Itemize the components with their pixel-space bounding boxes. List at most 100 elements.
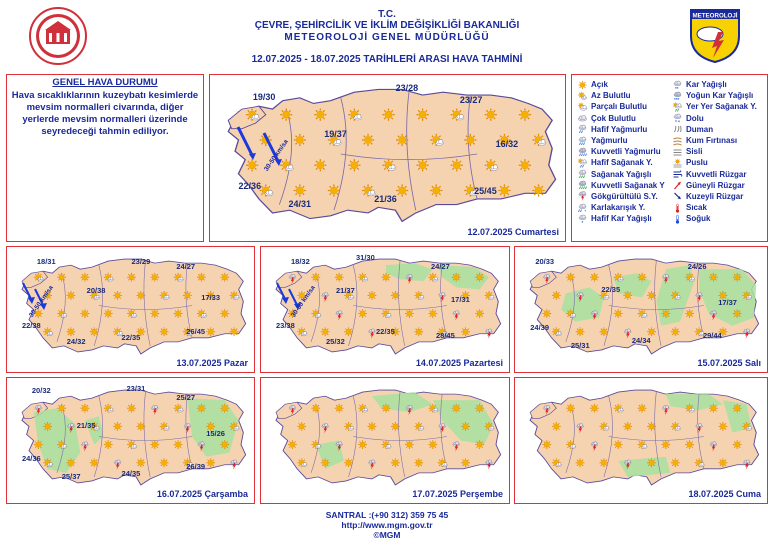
sun-icon [708,272,718,282]
sun-cloud-icon [43,327,54,337]
sun-icon [344,458,353,468]
footer-phone: SANTRAL :(+90 312) 359 75 45 [325,510,449,520]
sun-cloud-icon [103,403,114,413]
sun-cloud-icon [57,440,68,449]
svg-text:**: ** [675,85,679,89]
thunderstorm-icon [662,274,670,285]
sun-cloud-icon [127,309,137,318]
temperature-label: 23/31 [126,384,146,394]
sun-cloud-icon [358,403,369,413]
sun-icon [229,327,239,337]
heavy-shower-icon [578,181,587,190]
map-date-label: 18.07.2025 Cuma [688,489,761,499]
rain-area [432,400,494,445]
thunderstorm-icon [151,405,159,416]
meteoroloji-logo: METEOROLOJİ [690,9,740,64]
north-wind-arrowhead [28,297,35,304]
sun-cloud-icon [229,421,240,431]
sun-icon [136,290,146,300]
sun-icon [732,403,742,413]
sun-icon [732,272,742,282]
legend-label: Yoğun Kar Yağışlı [686,91,754,101]
sun-icon [475,440,485,449]
legend-item: Kuzeyli Rüzgar [672,191,757,202]
temperature-label: 18/32 [291,257,310,267]
temperature-label: 20/32 [31,385,51,395]
temperature-label: 24/36 [21,454,41,464]
thunderstorm-icon [543,405,551,416]
sun-icon [542,440,552,449]
sun-icon [314,159,327,172]
sun-icon [670,327,680,337]
sun-cloud-icon [382,159,396,172]
sun-cloud-icon [484,421,495,431]
sun-icon [637,272,647,282]
temperature-label: 21/36 [374,194,397,205]
sun-icon [113,421,122,431]
sun-icon [183,290,192,300]
legend-item: Sıcak [672,202,757,213]
sun-icon [196,272,206,282]
sun-icon [599,458,609,468]
region-border [185,263,193,338]
sun-icon [293,133,306,147]
sun-icon [461,458,470,468]
legend-label: Karlakarışık Y. [591,203,646,213]
legend-item: Kuvvetli Rüzgar [672,169,757,180]
thunderstorm-icon [368,459,376,470]
temperature-label: 20/38 [86,286,106,296]
header: T.C. ÇEVRE, ŞEHİRCİLİK VE İKLİM DEĞİŞİKL… [0,0,774,72]
legend-item: Hafif Yağmurlu [577,124,665,135]
temperature-label: 21/37 [336,286,355,296]
sun-cloud-icon [196,309,207,318]
sun-cloud-icon [57,309,68,318]
sun-icon [461,421,470,431]
legend-item: Hafif Sağanak Y. [577,157,665,168]
sun-icon [718,327,728,337]
sun-cloud-icon [437,458,448,468]
sun-icon [311,272,321,282]
thunderstorm-icon [335,310,343,321]
hot-icon [675,203,680,213]
svg-text:***: *** [674,97,680,101]
temperature-label: 22/38 [21,320,41,330]
thunderstorm-icon [335,441,343,452]
sun-cloud-icon [33,272,44,282]
rain-area [437,265,489,290]
thunderstorm-icon [405,405,413,416]
sun-cloud-icon [173,403,184,413]
sun-icon [647,290,656,300]
legend-label: Gökgürültülü S.Y. [591,191,658,201]
sun-icon [396,184,409,197]
sun-cloud-icon [637,309,648,318]
sun-icon [484,108,497,121]
thunderstorm-icon [485,459,493,470]
map-date-label: 15.07.2025 Salı [697,358,761,368]
legend-label: Hafif Kar Yağışlı [591,214,652,224]
thunderstorm-icon [709,310,717,321]
thunderstorm-icon [695,292,703,303]
temperature-label: 23/27 [459,95,483,106]
shower-icon [578,169,587,179]
sun-cloud-icon [245,108,260,121]
temperature-label: 21/35 [76,421,96,431]
footer-url[interactable]: http://www.mgm.gov.tr [341,520,433,530]
legend-item: * Karlakarışık Y. [577,202,665,213]
temperature-label: 25/31 [570,340,590,350]
legend-item: Yağmurlu [577,135,665,146]
sun-icon [708,403,718,413]
sun-icon [404,309,414,318]
sun-icon [428,440,438,449]
legend-item: * Hafif Kar Yağışlı [577,213,665,224]
region-border [697,394,705,469]
region-border [440,263,448,338]
region-border [93,265,103,346]
header-forecast-range: 12.07.2025 - 18.07.2025 TARİHLERİ ARASI … [251,54,523,65]
sun-icon [206,458,216,468]
thunderstorm-icon [452,441,460,452]
sun-icon [381,272,391,282]
sun-icon [159,327,169,337]
sun-icon [732,440,742,449]
sun-icon [113,290,122,300]
sun-icon [127,272,136,282]
